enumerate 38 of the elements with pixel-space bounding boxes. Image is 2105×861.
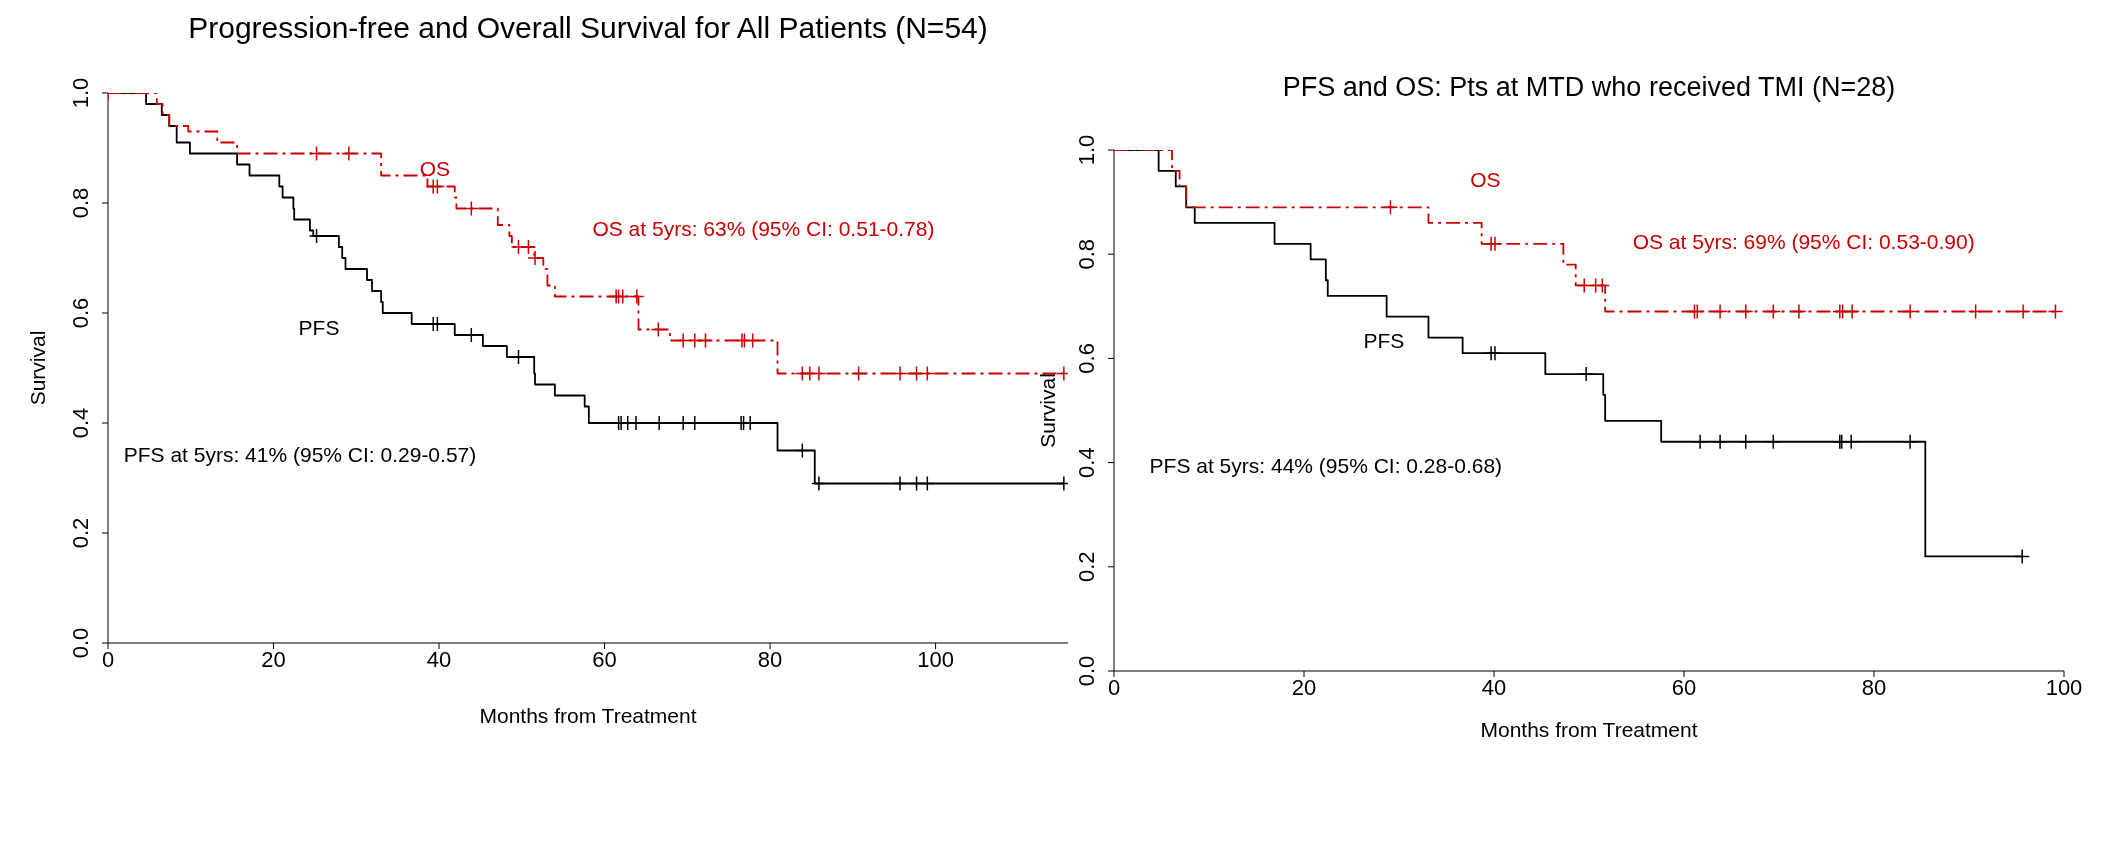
y-tick-label: 0.8 [1074, 238, 1099, 270]
annotation: PFS at 5yrs: 44% (95% CI: 0.28-0.68) [1149, 454, 1503, 478]
x-tick-label: 40 [1481, 674, 1507, 700]
y-tick-label: 0.4 [1074, 447, 1099, 478]
y-tick-label: 0.6 [1074, 343, 1099, 374]
x-tick-label: 100 [917, 646, 954, 672]
series-label: PFS [1363, 329, 1405, 353]
x-tick-label: 20 [261, 646, 286, 672]
x-tick-label: 60 [1671, 674, 1697, 700]
y-tick-label: 0.0 [68, 627, 93, 659]
chart-title: Progression-free and Overall Survival for All Patients (N=54) [188, 11, 988, 44]
y-tick-label: 0.0 [1074, 655, 1099, 687]
x-tick-label: 0 [1107, 674, 1121, 700]
y-axis-title: Survival [1036, 373, 1060, 448]
y-tick-label: 0.8 [68, 187, 93, 219]
series-label: PFS [298, 316, 340, 340]
y-tick-label: 0.2 [1074, 551, 1099, 583]
annotation: OS at 5yrs: 69% (95% CI: 0.53-0.90) [1632, 230, 1975, 254]
y-tick-label: 1.0 [68, 77, 93, 109]
x-tick-label: 80 [757, 646, 783, 672]
x-tick-label: 60 [592, 646, 617, 672]
x-tick-label: 80 [1861, 674, 1887, 700]
y-tick-label: 0.4 [68, 407, 93, 439]
x-tick-label: 0 [101, 646, 115, 672]
y-tick-label: 0.2 [68, 517, 93, 549]
series-label: OS [1470, 167, 1501, 191]
series-label: OS [419, 156, 451, 180]
chart-title: PFS and OS: Pts at MTD who received TMI (N=28) [1282, 72, 1896, 102]
y-tick-label: 0.6 [68, 297, 93, 329]
x-tick-label: 40 [426, 646, 452, 672]
y-axis-title: Survival [26, 330, 50, 406]
x-tick-label: 20 [1291, 674, 1317, 700]
x-tick-label: 100 [2045, 674, 2083, 700]
y-tick-label: 1.0 [1074, 134, 1099, 166]
x-axis-title: Months from Treatment [479, 704, 697, 727]
annotation: OS at 5yrs: 63% (95% CI: 0.51-0.78) [592, 217, 935, 241]
annotation: PFS at 5yrs: 41% (95% CI: 0.29-0.57) [123, 442, 477, 466]
x-axis-title: Months from Treatment [1480, 718, 1698, 741]
